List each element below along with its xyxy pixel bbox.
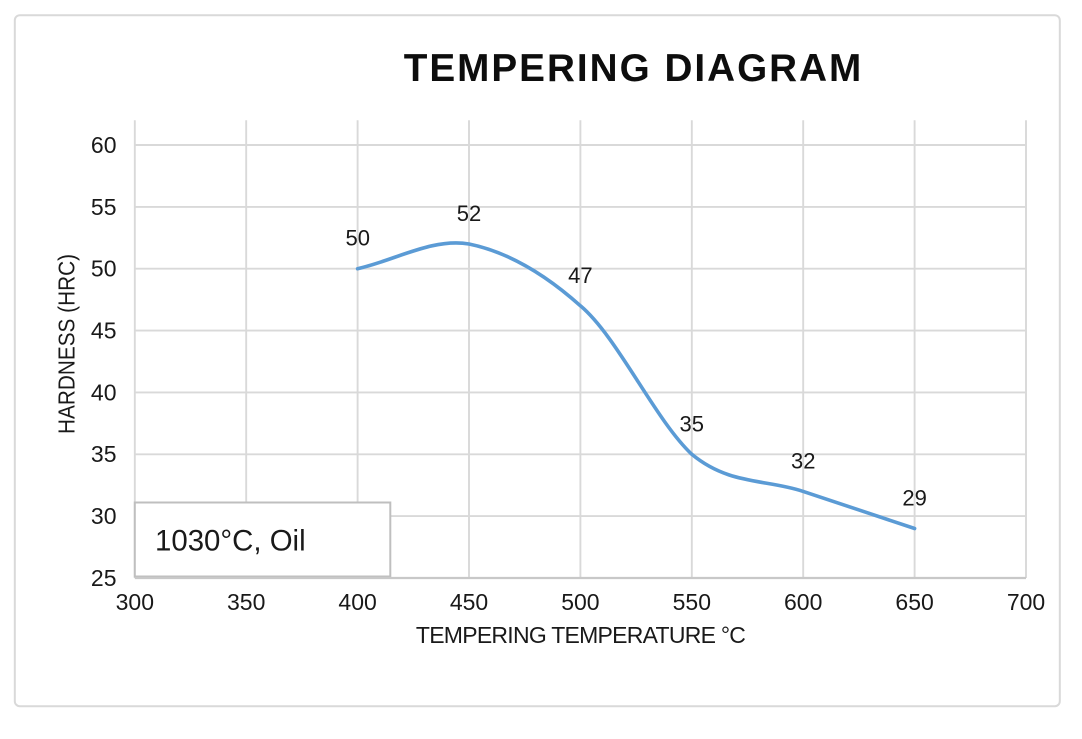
svg-text:45: 45	[91, 318, 117, 344]
svg-text:52: 52	[457, 201, 481, 226]
svg-text:300: 300	[116, 589, 154, 615]
svg-text:30: 30	[91, 503, 117, 529]
svg-text:29: 29	[902, 486, 926, 511]
svg-text:60: 60	[91, 132, 117, 158]
svg-text:600: 600	[784, 589, 822, 615]
svg-text:TEMPERING DIAGRAM: TEMPERING DIAGRAM	[404, 47, 864, 90]
svg-text:700: 700	[1007, 589, 1045, 615]
svg-text:50: 50	[91, 256, 117, 282]
svg-text:350: 350	[227, 589, 265, 615]
svg-text:40: 40	[91, 379, 117, 405]
svg-text:450: 450	[450, 589, 488, 615]
svg-text:32: 32	[791, 448, 815, 473]
svg-text:35: 35	[91, 441, 117, 467]
svg-text:400: 400	[338, 589, 376, 615]
svg-text:55: 55	[91, 194, 117, 220]
svg-text:35: 35	[680, 411, 704, 436]
svg-text:550: 550	[673, 589, 711, 615]
svg-text:500: 500	[561, 589, 599, 615]
svg-text:HARDNESS (HRC): HARDNESS (HRC)	[54, 254, 80, 434]
svg-text:650: 650	[895, 589, 933, 615]
svg-text:25: 25	[91, 565, 117, 591]
svg-text:1030°C, Oil: 1030°C, Oil	[155, 525, 306, 558]
svg-text:TEMPERING TEMPERATURE °C: TEMPERING TEMPERATURE °C	[416, 622, 746, 648]
svg-text:50: 50	[345, 226, 369, 251]
svg-text:47: 47	[568, 263, 592, 288]
